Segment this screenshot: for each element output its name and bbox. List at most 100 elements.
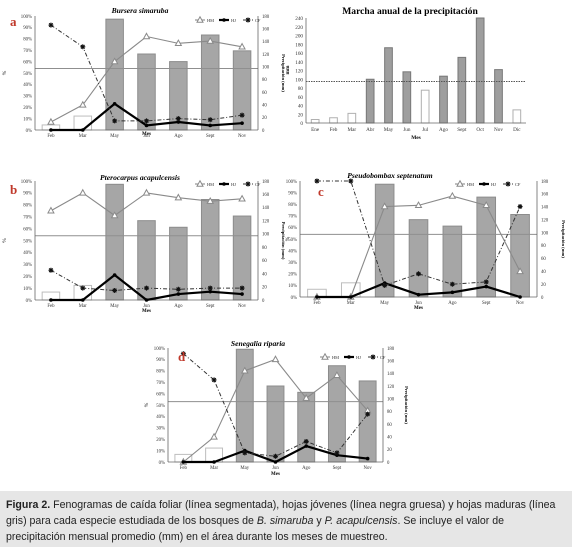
left-tick-label: 50% [23, 72, 32, 77]
data-point-HM [174, 193, 183, 201]
right-tick-label: 180 [541, 180, 549, 185]
data-point-HJ [273, 460, 278, 464]
left-tick-label: 20% [288, 273, 297, 278]
data-point-HJ [484, 284, 489, 289]
right-tick-label: 0 [387, 461, 390, 466]
x-tick-label: Abr [366, 127, 374, 133]
x-tick-label: Jun [143, 134, 150, 139]
x-axis-label: Mes [142, 309, 151, 314]
data-point-CF [273, 453, 278, 459]
y-tick-label: 220 [295, 25, 303, 31]
data-point-HM [47, 206, 55, 214]
data-point-CF [314, 178, 320, 184]
right-tick-label: 40 [262, 272, 267, 277]
data-point-CF [348, 178, 354, 184]
x-tick-label: Sept [457, 127, 467, 133]
left-tick-label: 60% [23, 227, 32, 232]
data-point-HM [206, 197, 215, 204]
legend-label: HJ [491, 182, 496, 187]
panel-title: Senegalia riparia [231, 339, 285, 348]
x-tick-label: Ago [448, 301, 457, 306]
y-tick-label: 240 [295, 16, 303, 22]
data-point-CF [483, 279, 489, 285]
x-tick-label: Jun [403, 127, 411, 133]
precip-bar [374, 183, 395, 298]
data-point-HJ [80, 128, 85, 132]
precip-bar [200, 199, 220, 301]
data-point-CF [449, 281, 455, 287]
phenogram-panel-c: 0% 10% 20% 30% 40% 50% 60% 70% 80% 90% 100% 0 20 40 60… [285, 171, 566, 311]
precip-bar [408, 219, 429, 298]
left-tick-label: 30% [23, 95, 32, 100]
data-point-HJ [416, 292, 421, 297]
x-tick-label: Mar [79, 304, 87, 309]
left-tick-label: 80% [288, 203, 297, 208]
left-tick-label: 30% [156, 427, 165, 432]
precip-bar [420, 89, 430, 124]
right-tick-label: 0 [541, 296, 544, 301]
left-tick-label: 60% [156, 392, 165, 397]
precip-bar [310, 119, 320, 124]
panel-letter: c [318, 184, 324, 199]
legend-marker-HJ [222, 18, 226, 22]
data-point-CF [175, 116, 181, 122]
right-tick-label: 140 [262, 206, 270, 211]
data-point-CF [48, 22, 54, 28]
data-point-HJ [144, 298, 149, 302]
data-point-CF [207, 117, 213, 123]
left-tick-label: 40% [23, 83, 32, 88]
precip-bar [510, 214, 530, 298]
y-tick-label: 140 [295, 60, 303, 66]
data-point-CF [144, 285, 149, 291]
x-tick-label: May [380, 301, 389, 306]
x-tick-label: Ago [174, 134, 183, 139]
y-tick-label: 80 [298, 86, 304, 92]
legend-marker-HJ [482, 182, 486, 186]
data-point-HM [240, 366, 249, 374]
legend-label: CF [255, 182, 261, 187]
data-point-HM [380, 202, 389, 210]
right-tick-label: 140 [387, 372, 395, 377]
right-tick-label: 120 [262, 219, 270, 224]
data-point-HJ [348, 295, 353, 299]
data-point-HJ [176, 120, 181, 124]
data-point-CF [365, 411, 371, 417]
x-tick-label: Sept [333, 466, 342, 471]
data-point-HM [110, 211, 119, 219]
data-point-HJ [49, 298, 53, 302]
data-point-CF [80, 285, 86, 291]
y-tick-label: 100 [295, 77, 303, 83]
left-tick-label: 90% [23, 26, 32, 31]
right-tick-label: 140 [262, 40, 270, 45]
precip-bar [73, 115, 93, 131]
x-tick-label: Sept [206, 304, 215, 309]
data-point-HJ [80, 298, 85, 302]
data-point-HJ [240, 121, 244, 125]
right-tick-label: 20 [387, 448, 392, 453]
right-tick-label: 20 [262, 286, 267, 291]
caption-species-2: P. acapulcensis [324, 515, 398, 527]
precip-bar [200, 34, 220, 131]
x-tick-label: Feb [47, 304, 55, 309]
data-point-HM [238, 42, 246, 50]
precip-bar [235, 348, 254, 463]
data-point-HM [110, 57, 119, 65]
data-point-HJ [176, 292, 181, 296]
data-point-HM [516, 267, 524, 275]
y-tick-label: 180 [295, 42, 303, 48]
right-tick-label: 160 [262, 193, 270, 198]
caption-text-2: y [313, 515, 325, 527]
data-point-HJ [304, 444, 309, 448]
chart-title: Marcha anual de la precipitación [342, 6, 478, 17]
data-point-CF [242, 450, 248, 456]
data-point-HM [78, 188, 87, 196]
data-point-CF [207, 285, 213, 291]
data-point-CF [180, 351, 186, 357]
x-tick-label: Nov [238, 304, 247, 309]
precip-bar [384, 47, 393, 124]
y-tick-label: 120 [295, 69, 303, 75]
data-point-HM [206, 36, 215, 44]
phenogram-panel-a: 0% 10% 20% 30% 40% 50% 60% 70% 80% 90% 100% 0 20 40 60… [2, 6, 286, 139]
left-tick-label: 10% [23, 117, 32, 122]
legend-label: HM [332, 355, 339, 360]
